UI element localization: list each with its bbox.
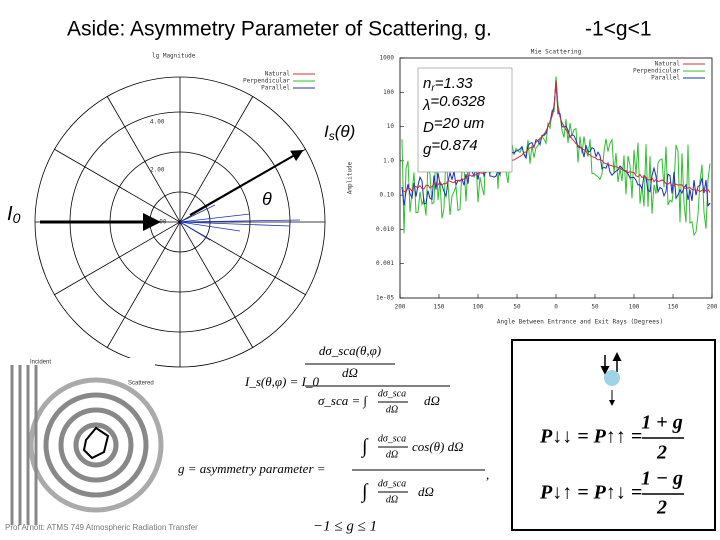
mie-title: Mie Scattering [531, 49, 582, 56]
parameter: D=20 um [423, 115, 484, 136]
eq-text: σ_sca = ∫ [318, 393, 369, 409]
ring-label: 4.00 [150, 119, 165, 126]
diagram-label: Incident [30, 360, 51, 366]
parameter-part: =1.33 [435, 75, 474, 92]
eq-text: I_s(θ,φ) = I_0 [244, 374, 319, 389]
y-tick-label: 1.0 [383, 157, 394, 164]
eq-text: dΩ [386, 494, 398, 505]
scattered-arrow [189, 150, 304, 216]
parameter-part: =20 um [434, 115, 484, 132]
parameter-box [417, 67, 513, 173]
eq-text: g = asymmetry parameter = [178, 461, 326, 476]
eq-text: dΩ [386, 449, 398, 460]
legend-label: Perpendicular [633, 68, 680, 75]
y-tick-label: 1000 [380, 55, 395, 62]
range: -1<g<1 [585, 18, 652, 41]
eq-text: , [486, 467, 489, 482]
x-tick-label: 200 [707, 304, 718, 311]
curve [401, 76, 711, 237]
parameter-part: =0.6328 [430, 93, 485, 110]
x-tick-label: 0 [554, 304, 558, 311]
parameter: nr=1.33 [423, 75, 473, 94]
incident-label: I0 [7, 203, 21, 225]
eq-text: dΩ [424, 393, 440, 408]
x-tick-label: 50 [591, 304, 599, 311]
polar-title: lg Magnitude [152, 53, 196, 60]
footer: Prof Arnott: ATMS 749 Atmospheric Radiat… [5, 523, 198, 532]
eq-text: 2 [656, 442, 667, 464]
eq-text: 1 − g [641, 468, 683, 490]
y-tick-label: 100 [383, 89, 394, 96]
phase-equations: P↓↓ = P↑↑ = 1 + g 2 P↓↑ = P↑↓ = 1 − g 2 [539, 412, 684, 519]
legend-label: Parallel [651, 75, 680, 82]
x-tick-label: 150 [434, 304, 445, 311]
parameter-part: g [423, 141, 432, 158]
y-tick-label: 0.10 [380, 192, 395, 199]
eq-text: dσ_sca [378, 478, 406, 489]
wave-diagram [5, 358, 164, 528]
legend-label: Parallel [261, 85, 290, 92]
parameter: g=0.874 [423, 137, 478, 158]
x-tick-label: 50 [513, 304, 521, 311]
eq-text: dΩ [342, 365, 358, 380]
eq-text: dΩ [386, 404, 398, 415]
eq-text: ∫ [360, 481, 369, 504]
parameter-part: λ [422, 97, 430, 114]
scattered-label: Is(θ) [324, 122, 355, 143]
parameter: λ=0.6328 [422, 93, 486, 114]
parameter-part: n [423, 75, 431, 92]
eq-text: dΩ [418, 484, 434, 499]
parameter-part: =0.874 [431, 137, 477, 154]
y-tick-label: 1e-05 [376, 295, 394, 302]
y-tick-label: 0.010 [376, 226, 394, 233]
y-tick-label: 0.001 [376, 260, 394, 267]
curves [401, 76, 711, 237]
eq-text: dσ_sca [378, 388, 406, 399]
scattering-lobe [179, 204, 301, 241]
eq-text: ∫ [360, 436, 369, 459]
eq-text: P↓↓ = P↑↑ = [539, 426, 642, 448]
x-tick-label: 150 [668, 304, 679, 311]
eq-text: dσ_sca(θ,φ) [319, 343, 381, 358]
legend-label: Perpendicular [243, 78, 290, 85]
equations: dσ_sca(θ,φ) dΩ I_s(θ,φ) = I_0 σ_sca = ∫ … [178, 343, 489, 534]
mie-xlabel: Angle Between Entrance and Exit Rays (De… [497, 319, 663, 326]
legend-label: Natural [265, 71, 291, 78]
legend-label: Natural [655, 61, 681, 68]
eq-text: −1 ≤ g ≤ 1 [313, 518, 377, 534]
parameter-part: D [423, 119, 434, 136]
eq-text: 1 + g [641, 412, 682, 434]
ring-label: 2.00 [150, 167, 165, 174]
particle [604, 370, 620, 386]
eq-text: P↓↑ = P↑↓ = [539, 482, 642, 504]
eq-text: dσ_sca [378, 433, 406, 444]
y-tick-label: 10 [387, 123, 395, 130]
mie-ylabel: Amplitude [347, 161, 354, 194]
eq-text: cos(θ) dΩ [412, 439, 464, 454]
parameter-part: r [431, 83, 435, 94]
x-tick-label: 100 [473, 304, 484, 311]
title: Aside: Asymmetry Parameter of Scattering… [67, 18, 492, 41]
diagram-label: Scattered [128, 381, 154, 387]
eq-text: 2 [656, 497, 667, 519]
curve [401, 80, 711, 193]
angle-label: θ [262, 189, 272, 209]
x-tick-label: 100 [629, 304, 640, 311]
x-tick-label: 200 [395, 304, 406, 311]
